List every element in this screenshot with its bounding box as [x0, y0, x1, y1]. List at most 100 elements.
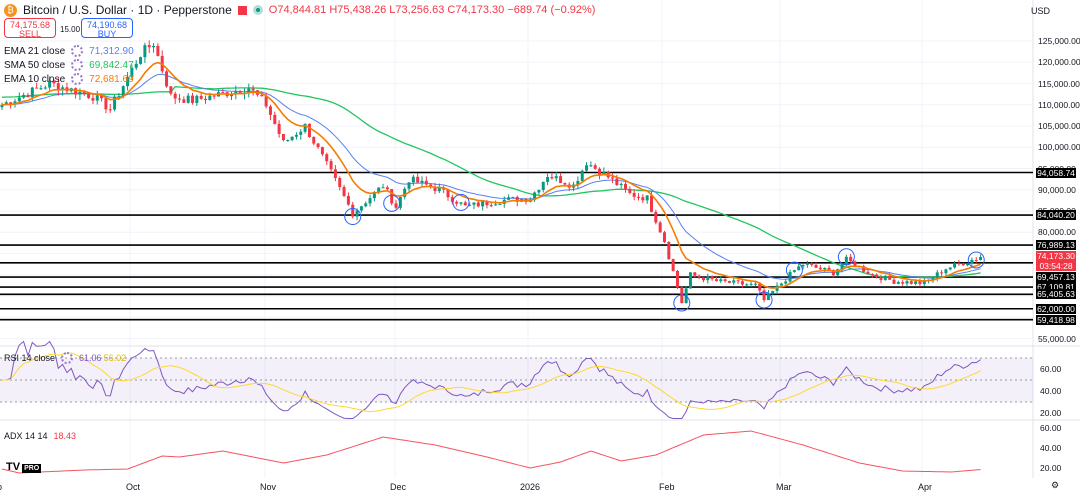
candle [797, 266, 801, 271]
candle [195, 95, 199, 103]
candle [831, 270, 835, 276]
candle [909, 281, 913, 284]
rsi-axis-label: 40.00 [1040, 386, 1062, 396]
candle [377, 187, 381, 192]
candle [688, 272, 692, 289]
candle [727, 281, 731, 283]
candle [78, 91, 82, 95]
candle [43, 87, 47, 89]
candle [260, 94, 264, 97]
candle [139, 57, 143, 64]
time-axis-label: Oct [126, 482, 141, 492]
candle [935, 272, 939, 278]
settings-gear-icon[interactable]: ⚙ [1051, 480, 1060, 490]
candle [117, 96, 121, 98]
candle [342, 187, 346, 196]
price-axis-label: 115,000.00 [1038, 78, 1080, 89]
highlight-circle [967, 251, 985, 269]
legend-ema10[interactable]: EMA 10 close 72,681.69 [4, 73, 134, 85]
candle [637, 196, 641, 198]
candle [52, 80, 56, 84]
candle [56, 83, 60, 91]
time-axis-label: Dec [390, 482, 407, 492]
candle [714, 279, 718, 282]
sell-button[interactable]: 74,175.68 SELL [4, 18, 56, 39]
candle [264, 96, 268, 107]
legend-sma50[interactable]: SMA 50 close 69,842.47 [4, 59, 134, 71]
candle [628, 188, 632, 193]
candle [165, 71, 169, 87]
price-axis-label: 100,000.00 [1038, 142, 1080, 153]
candle [667, 242, 671, 260]
candle [580, 170, 584, 181]
candle [424, 180, 428, 185]
candle [208, 95, 212, 101]
candle [598, 168, 602, 175]
candle [35, 87, 39, 89]
adx-axis-label: 40.00 [1040, 443, 1062, 453]
candle [113, 96, 117, 110]
low-value: L73,256.63 [389, 4, 445, 16]
legend-adx[interactable]: ADX 14 14 18.43 [4, 431, 77, 441]
symbol-title[interactable]: Bitcoin / U.S. Dollar · 1D · Pepperstone [23, 3, 232, 17]
candle [693, 272, 697, 276]
candle [684, 288, 688, 304]
candle [792, 270, 796, 272]
candle [658, 222, 662, 233]
candle [221, 92, 225, 94]
candle [17, 97, 21, 102]
candle [238, 91, 242, 94]
candle [39, 88, 43, 90]
candle [589, 165, 593, 167]
level-price-tag: 65,405.63 [1036, 289, 1076, 300]
candle [364, 203, 368, 207]
candle [420, 180, 424, 183]
legend-ema21[interactable]: EMA 21 close 71,312.90 [4, 45, 134, 57]
rsi-ma-line [2, 352, 981, 413]
adx-axis-label: 20.00 [1040, 463, 1062, 473]
candle [91, 98, 95, 101]
candle [346, 195, 350, 205]
candle [974, 259, 978, 261]
candle [476, 202, 480, 207]
candle [961, 263, 965, 266]
candle [303, 123, 307, 132]
candle [654, 211, 658, 223]
candle [905, 281, 909, 284]
currency-label[interactable]: USD [1030, 6, 1050, 16]
legend-rsi[interactable]: RSI 14 close 61.06 56.02 [4, 352, 127, 364]
candle [411, 176, 415, 183]
sma50-line [1, 86, 981, 278]
candle [433, 186, 437, 192]
tradingview-logo[interactable]: TV PRO [6, 461, 42, 473]
candle [104, 98, 108, 110]
candle [650, 195, 653, 212]
rsi-axis-label: 60.00 [1040, 364, 1062, 374]
candle [459, 202, 463, 204]
candle [736, 280, 740, 282]
candle [390, 189, 394, 204]
candle [372, 191, 376, 199]
candle [320, 147, 324, 155]
candle [95, 95, 99, 101]
candle [784, 281, 788, 284]
candle [407, 182, 411, 189]
buy-button[interactable]: 74,190.68 BUY [81, 18, 133, 39]
candle [645, 195, 649, 201]
candle [896, 282, 900, 284]
candle [948, 267, 952, 270]
candle [849, 256, 853, 262]
candle [732, 280, 736, 283]
candle [766, 293, 770, 301]
time-axis-label: ep [0, 482, 2, 492]
highlight-circle [837, 248, 855, 266]
candle [801, 264, 805, 267]
candle [290, 136, 294, 141]
candle [710, 276, 714, 280]
flag-icon[interactable] [237, 5, 247, 15]
level-price-tag: 67,109.81 [1036, 282, 1076, 293]
price-axis-label: 80,000.00 [1038, 227, 1076, 238]
candle [533, 192, 537, 200]
candle [351, 204, 355, 217]
